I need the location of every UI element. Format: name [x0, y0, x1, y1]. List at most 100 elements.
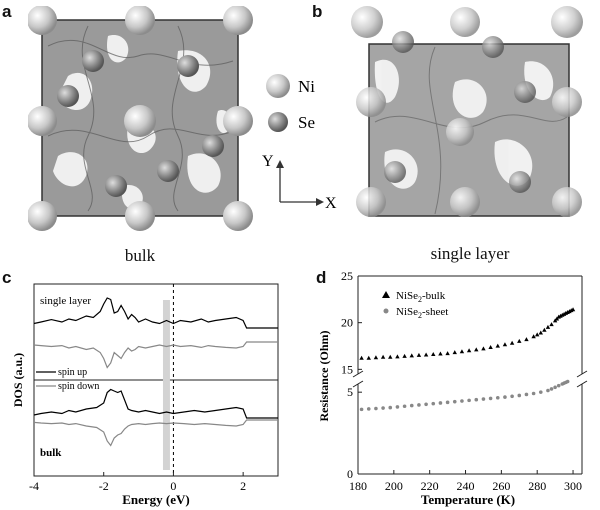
- se-atom: [392, 31, 414, 53]
- series-line-top-spin-up: [33, 297, 278, 329]
- bulk-point: [538, 330, 543, 335]
- resistance-x-axis-label: Temperature (K): [421, 492, 515, 507]
- bulk-point: [388, 354, 393, 359]
- legend-marker-bulk: [382, 291, 390, 298]
- se-atom: [514, 81, 536, 103]
- ni-atom: [223, 6, 253, 35]
- ni-atom: [28, 6, 57, 35]
- dos-x-ticks: -4 -2 0 2: [29, 472, 246, 493]
- sheet-point: [452, 399, 457, 404]
- sheet-point: [381, 406, 385, 410]
- resistance-y-axis-label: Resistance (Ohm): [317, 331, 331, 422]
- x-tick-label: 300: [564, 479, 582, 493]
- se-atom: [157, 160, 179, 182]
- bulk-point: [531, 334, 536, 339]
- x-axis-letter: X: [325, 195, 337, 212]
- y-tick-label: 5: [347, 385, 353, 399]
- ni-atom: [552, 187, 582, 217]
- panel-label-a: a: [2, 2, 12, 21]
- ni-atom: [356, 87, 386, 117]
- ni-atom: [351, 6, 383, 38]
- sheet-point: [517, 393, 522, 398]
- y-tick-label: 15: [341, 362, 353, 376]
- ni-atom: [446, 118, 474, 146]
- bulk-point: [366, 355, 371, 360]
- sheet-point: [510, 394, 514, 399]
- bulk-point: [395, 354, 400, 359]
- panel-label-d: d: [316, 268, 327, 287]
- se-atom: [177, 55, 199, 77]
- x-tick-label: 180: [349, 479, 367, 493]
- se-atom: [82, 50, 104, 72]
- bulk-point: [452, 350, 457, 355]
- ni-atom: [28, 201, 57, 231]
- bulk-point: [359, 355, 364, 360]
- bulk-point: [445, 351, 450, 356]
- ni-atom: [356, 187, 386, 217]
- sheet-point: [531, 391, 536, 396]
- sheet-point: [460, 399, 464, 403]
- bulk-point: [423, 352, 429, 357]
- legend-label-spin-down: spin down: [58, 381, 99, 392]
- legend-label-spin-up: spin up: [58, 367, 87, 378]
- resistance-plot-frame: [352, 275, 588, 475]
- x-tick-label: 220: [421, 479, 439, 493]
- bulk-point: [549, 322, 554, 327]
- sheet-point: [374, 406, 378, 411]
- se-atom: [57, 85, 79, 107]
- bulk-point: [373, 355, 379, 360]
- se-legend-label: Se: [298, 113, 315, 132]
- dos-y-axis-label: DOS (a.u.): [11, 353, 25, 407]
- ni-atom: [551, 6, 583, 38]
- ni-atom: [450, 7, 480, 37]
- series-line-top-spin-down: [33, 341, 278, 369]
- sheet-point: [481, 397, 486, 401]
- ni-atom: [223, 201, 253, 231]
- series-bulk: [359, 307, 576, 360]
- ni-atom: [450, 187, 480, 217]
- sheet-point: [409, 403, 414, 408]
- bulk-point: [488, 345, 493, 349]
- ni-atom: [125, 201, 155, 231]
- y-tick-label: 0: [347, 467, 353, 481]
- axis-break-mark: [352, 380, 364, 388]
- series-line-bulk-spin-down: [33, 419, 278, 447]
- bulk-point: [380, 354, 386, 359]
- sheet-point: [438, 401, 443, 405]
- se-legend-icon: [268, 112, 288, 132]
- ni-atom: [552, 87, 582, 117]
- se-atom: [105, 175, 127, 197]
- bulk-point: [474, 347, 479, 352]
- sheet-point: [388, 405, 393, 410]
- bulk-point: [495, 343, 500, 348]
- caption-single-layer: single layer: [430, 244, 510, 263]
- x-tick-label: 260: [492, 479, 510, 493]
- legend-label-sheet: NiSe2-sheet: [396, 306, 448, 320]
- resistance-chart: 15 20 25 0 5 180 200 220 240 260 280 300 NiSe2-bul…: [317, 269, 588, 507]
- se-atom: [482, 36, 504, 58]
- bulk-point: [431, 352, 436, 356]
- resistance-x-ticks: 180 200 220 240 260 280 300: [349, 470, 582, 493]
- bulk-point: [416, 352, 422, 357]
- sheet-point: [445, 400, 450, 405]
- x-tick-label: 240: [457, 479, 475, 493]
- bulk-point: [509, 340, 515, 345]
- x-tick-label: -2: [99, 479, 109, 493]
- series-sheet: [359, 379, 570, 412]
- panel-label-c: c: [2, 268, 12, 287]
- sheet-point: [495, 395, 500, 400]
- ni-atom: [28, 106, 57, 136]
- se-atom: [384, 161, 406, 183]
- bulk-point: [524, 337, 529, 342]
- sheet-point: [488, 396, 493, 401]
- axis-break-mark: [576, 370, 588, 378]
- bulk-point: [502, 342, 508, 347]
- sheet-point: [431, 401, 436, 406]
- se-atom: [202, 135, 224, 157]
- xy-axes-indicator: Y X: [262, 153, 337, 212]
- y-tick-label: 25: [341, 269, 353, 283]
- bulk-point: [459, 349, 465, 354]
- sheet-point: [565, 379, 570, 384]
- axis-break-mark: [576, 380, 588, 388]
- axis-break-mark: [352, 370, 364, 378]
